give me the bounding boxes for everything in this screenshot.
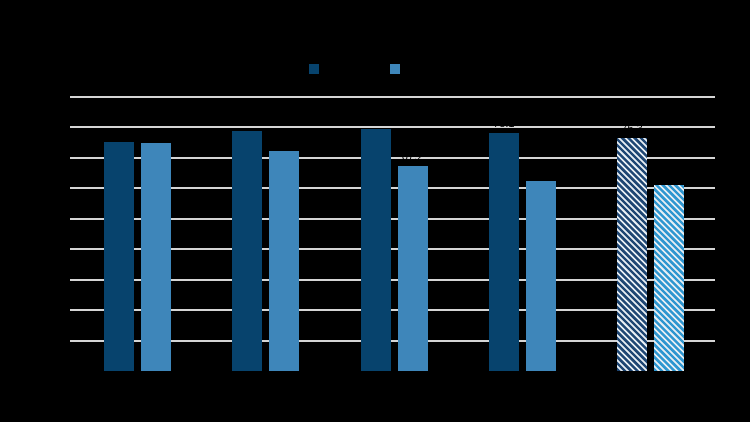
bar-dark-blue-series <box>488 132 519 371</box>
legend-swatch-series2 <box>390 64 400 74</box>
gridline <box>70 126 715 128</box>
bar-value-label: 78.7 <box>236 116 258 128</box>
bar-dark-blue-series <box>104 141 134 371</box>
gridline <box>70 278 715 281</box>
bar-value-label: 62.3 <box>530 166 552 178</box>
gridline <box>70 156 715 159</box>
bar-dark-blue-series <box>232 131 263 371</box>
gridline <box>70 217 715 220</box>
gridline <box>70 248 715 250</box>
bar-value-label: 67.2 <box>401 151 424 163</box>
bar-dark-blue-series <box>360 129 391 371</box>
gridline <box>70 95 715 98</box>
bar-light-blue-series <box>141 143 171 371</box>
gridline <box>70 339 715 342</box>
bar-value-label: 79.2 <box>364 114 387 127</box>
bar-light-blue-series <box>397 166 428 371</box>
bar-value-label: 76.3 <box>621 123 643 136</box>
hatched-bar-dark-blue-series <box>617 138 647 371</box>
bar-value-label: 74.7 <box>145 128 167 141</box>
bar-value-label: 61.0 <box>658 170 680 182</box>
gridline <box>70 309 715 311</box>
gridline <box>70 187 715 189</box>
hatched-bar-light-blue-series <box>654 185 684 371</box>
bar-value-label: 72.1 <box>273 136 295 149</box>
bar-value-label: 78.1 <box>493 117 515 130</box>
bar-value-label: 75.2 <box>108 126 130 139</box>
legend-swatch-series1 <box>309 64 319 74</box>
bar-light-blue-series <box>269 151 300 371</box>
bar-light-blue-series <box>525 181 556 371</box>
